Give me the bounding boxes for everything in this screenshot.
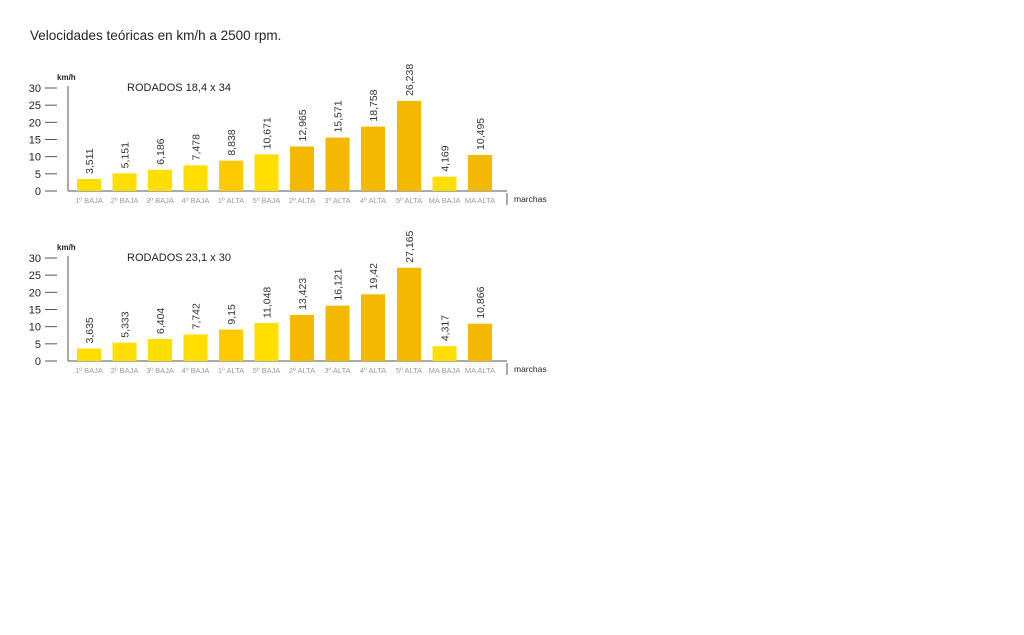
bar-value-label: 13,423 <box>297 278 309 310</box>
y-tick-label: 10 <box>29 322 41 334</box>
x-category-label: 2º ALTA <box>289 196 315 205</box>
bar-value-label: 6,186 <box>155 138 167 164</box>
x-category-label: 1º ALTA <box>218 366 244 375</box>
x-category-label: 2º ALTA <box>289 366 315 375</box>
x-category-label: 3º BAJA <box>146 196 174 205</box>
bar-value-label: 15,571 <box>333 100 345 132</box>
bar-value-label: 3,635 <box>84 317 96 343</box>
bar-value-label: 5,151 <box>120 142 132 168</box>
x-category-label: MA BAJA <box>429 196 461 205</box>
bar-value-label: 10,671 <box>262 117 274 149</box>
y-tick-label: 0 <box>35 356 41 368</box>
x-category-label: 1º ALTA <box>218 196 244 205</box>
speed-chart-2: 0 5 10 15 20 25 30 km/h RODADOS 23,1 x 30 marchas… <box>29 230 547 375</box>
x-category-label: 3º ALTA <box>324 196 350 205</box>
y-tick-label: 0 <box>35 186 41 198</box>
y-tick-label: 10 <box>29 152 41 164</box>
bar-value-label: 5,333 <box>120 311 132 337</box>
y-tick-label: 15 <box>29 305 41 317</box>
page-title: Velocidades teóricas en km/h a 2500 rpm. <box>30 28 282 43</box>
bar <box>77 348 101 361</box>
bar <box>219 160 243 191</box>
bar-value-label: 27,165 <box>404 230 416 262</box>
bar <box>112 342 137 361</box>
chart-subtitle: RODADOS 23,1 x 30 <box>127 252 231 264</box>
bar <box>397 267 421 361</box>
chart-subtitle: RODADOS 18,4 x 34 <box>127 82 231 94</box>
bar <box>183 165 208 191</box>
x-category-label: MA BAJA <box>429 366 461 375</box>
y-tick-label: 30 <box>29 253 41 265</box>
bar-value-label: 26,238 <box>404 64 416 96</box>
x-category-label: 4º BAJA <box>182 196 210 205</box>
bar <box>432 176 457 191</box>
bar-value-label: 16,121 <box>333 268 345 300</box>
bar <box>254 154 279 191</box>
bar <box>219 329 243 361</box>
bar <box>290 146 314 191</box>
bar <box>432 346 457 361</box>
bar-value-label: 8,838 <box>226 129 238 155</box>
bar <box>254 323 279 361</box>
x-category-label: 5º BAJA <box>253 366 281 375</box>
y-tick-label: 5 <box>35 169 41 181</box>
x-category-label: 2º BAJA <box>111 366 139 375</box>
x-unit-label: marchas <box>514 364 547 374</box>
bar-value-label: 3,511 <box>84 148 96 174</box>
bar-value-label: 7,478 <box>191 134 203 160</box>
y-tick-label: 20 <box>29 287 41 299</box>
bar-value-label: 6,404 <box>155 308 167 334</box>
y-tick-label: 15 <box>29 135 41 147</box>
y-tick-label: 30 <box>29 83 41 95</box>
y-tick-label: 25 <box>29 270 41 282</box>
x-category-label: 1º BAJA <box>75 196 103 205</box>
x-category-label: 5º ALTA <box>396 196 422 205</box>
speed-chart-1: 0 5 10 15 20 25 30 km/h RODADOS 18,4 x 34 marchas… <box>29 64 547 205</box>
x-category-label: 4º ALTA <box>360 196 386 205</box>
x-category-label: 5º ALTA <box>396 366 422 375</box>
bar-value-label: 10,495 <box>475 118 487 150</box>
bar-value-label: 9,15 <box>226 304 238 325</box>
x-category-label: 2º BAJA <box>111 196 139 205</box>
x-category-label: 3º BAJA <box>146 366 174 375</box>
x-category-label: 4º ALTA <box>360 366 386 375</box>
bar <box>325 137 350 191</box>
bar <box>148 169 172 191</box>
bar <box>148 339 172 361</box>
bar <box>361 126 385 191</box>
y-tick-label: 20 <box>29 117 41 129</box>
bar-value-label: 12,965 <box>297 109 309 141</box>
bar <box>290 314 314 361</box>
bar-value-label: 10,866 <box>475 286 487 318</box>
y-tick-label: 5 <box>35 339 41 351</box>
bar-value-label: 7,742 <box>191 303 203 329</box>
x-category-label: MA ALTA <box>465 196 495 205</box>
bar <box>183 334 208 361</box>
bar <box>112 173 137 191</box>
x-category-label: MA ALTA <box>465 366 495 375</box>
bar <box>77 178 101 191</box>
x-unit-label: marchas <box>514 194 547 204</box>
bar <box>361 294 385 361</box>
y-unit-label: km/h <box>57 73 76 82</box>
bar-value-label: 4,169 <box>440 145 452 171</box>
x-category-label: 3º ALTA <box>324 366 350 375</box>
y-unit-label: km/h <box>57 243 76 252</box>
bar-value-label: 18,758 <box>368 89 380 121</box>
bar <box>468 323 492 361</box>
y-tick-label: 25 <box>29 100 41 112</box>
x-category-label: 4º BAJA <box>182 366 210 375</box>
bar <box>325 305 350 361</box>
bar <box>468 154 492 191</box>
bar <box>397 100 421 191</box>
bar-value-label: 19,42 <box>368 263 380 289</box>
x-category-label: 5º BAJA <box>253 196 281 205</box>
bar-value-label: 11,048 <box>262 287 274 318</box>
bar-value-label: 4,317 <box>440 315 452 341</box>
x-category-label: 1º BAJA <box>75 366 103 375</box>
